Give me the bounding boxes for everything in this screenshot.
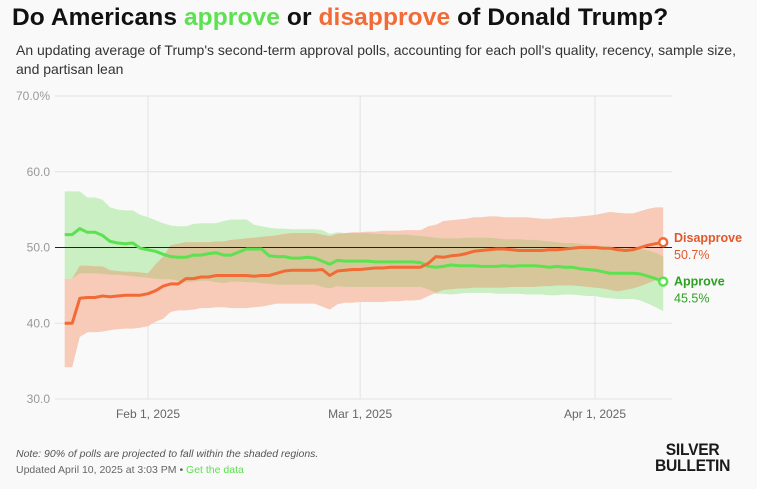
- x-tick-label: Apr 1, 2025: [564, 407, 626, 421]
- title-part-3: or: [279, 4, 319, 31]
- overlap-band: [64, 233, 664, 293]
- disapprove-label: Disapprove: [674, 231, 742, 245]
- page-title: Do Americans approve or disapprove of Do…: [12, 4, 668, 32]
- x-tick-label: Mar 1, 2025: [328, 407, 392, 421]
- footnote: Note: 90% of polls are projected to fall…: [16, 448, 319, 460]
- series-labels: Disapprove 50.7% Approve 45.5%: [657, 231, 742, 306]
- title-approve-word: approve: [183, 4, 280, 31]
- separator: •: [176, 464, 187, 476]
- approval-chart: 30.0 40.0 50.0 60.0 70.0% Feb 1, 2025 Mar 1, 2…: [16, 89, 742, 421]
- x-tick-label: Feb 1, 2025: [116, 407, 180, 421]
- approve-end-marker: [657, 276, 669, 287]
- approve-line: [64, 227, 664, 283]
- disapprove-value: 50.7%: [674, 248, 709, 262]
- get-data-link[interactable]: Get the data: [186, 464, 244, 476]
- logo-line-1: SILVER: [665, 440, 720, 459]
- approve-label: Approve: [674, 275, 725, 289]
- y-tick-label: 40.0: [27, 316, 51, 330]
- title-part-1: Do Americans: [12, 4, 184, 31]
- subtitle: An updating average of Trump's second-te…: [16, 42, 736, 77]
- updated-line: Updated April 10, 2025 at 3:03 PM • Get …: [16, 464, 244, 476]
- silver-bulletin-logo: SILVER BULLETIN: [655, 440, 731, 475]
- logo-line-2: BULLETIN: [655, 456, 731, 475]
- updated-timestamp: Updated April 10, 2025 at 3:03 PM: [16, 464, 177, 476]
- y-tick-label: 30.0: [27, 392, 51, 406]
- y-tick-label: 60.0: [27, 165, 51, 179]
- disapprove-end-marker: [657, 236, 669, 248]
- approve-value: 45.5%: [674, 292, 709, 306]
- title-part-5: of Donald Trump?: [450, 4, 669, 31]
- disapprove-line: [64, 240, 664, 325]
- confidence-bands: [55, 191, 672, 368]
- y-tick-label: 50.0: [27, 241, 51, 255]
- title-disapprove-word: disapprove: [318, 4, 451, 31]
- y-tick-label: 70.0%: [16, 89, 50, 103]
- series-lines: [64, 227, 664, 325]
